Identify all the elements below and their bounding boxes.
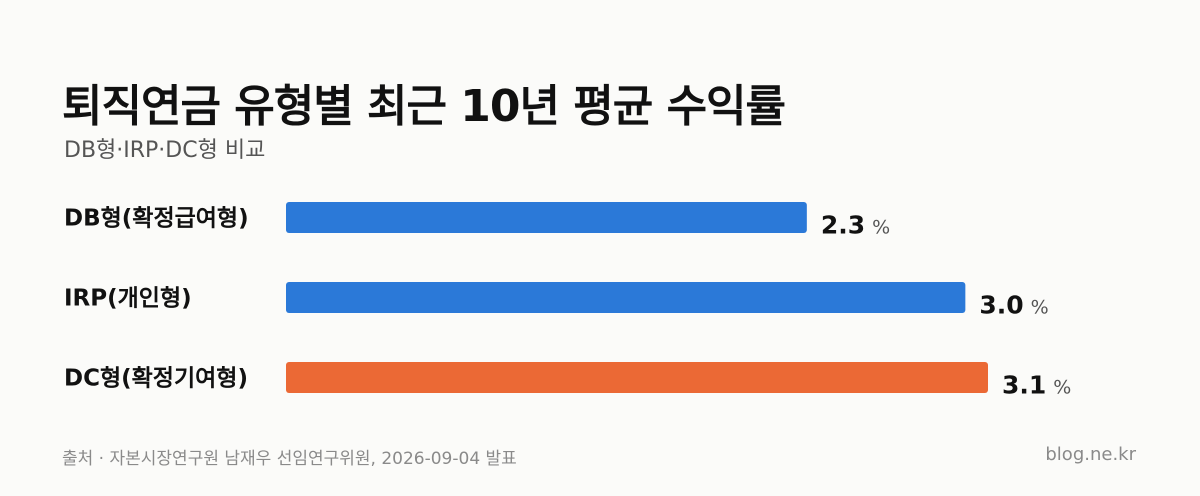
value-label: 3.0 bbox=[979, 291, 1023, 320]
bar bbox=[286, 282, 966, 313]
chart-subtitle: DB형·IRP·DC형 비교 bbox=[64, 138, 266, 163]
value-unit: % bbox=[872, 217, 890, 239]
value-label: 3.1 bbox=[1002, 371, 1046, 400]
category-label: DC형(확정기여형) bbox=[64, 366, 248, 392]
category-label: DB형(확정급여형) bbox=[64, 206, 249, 232]
category-label: IRP(개인형) bbox=[64, 286, 192, 312]
source-note: 출처 · 자본시장연구원 남재우 선임연구위원, 2026-09-04 발표 bbox=[62, 449, 517, 469]
value-unit: % bbox=[1031, 297, 1049, 319]
value-unit: % bbox=[1053, 377, 1071, 399]
bar bbox=[286, 202, 807, 233]
value-label: 2.3 bbox=[821, 211, 865, 240]
brand-label: blog.ne.kr bbox=[1045, 444, 1136, 465]
bar bbox=[286, 362, 988, 393]
chart-title: 퇴직연금 유형별 최근 10년 평균 수익률 bbox=[62, 81, 786, 132]
